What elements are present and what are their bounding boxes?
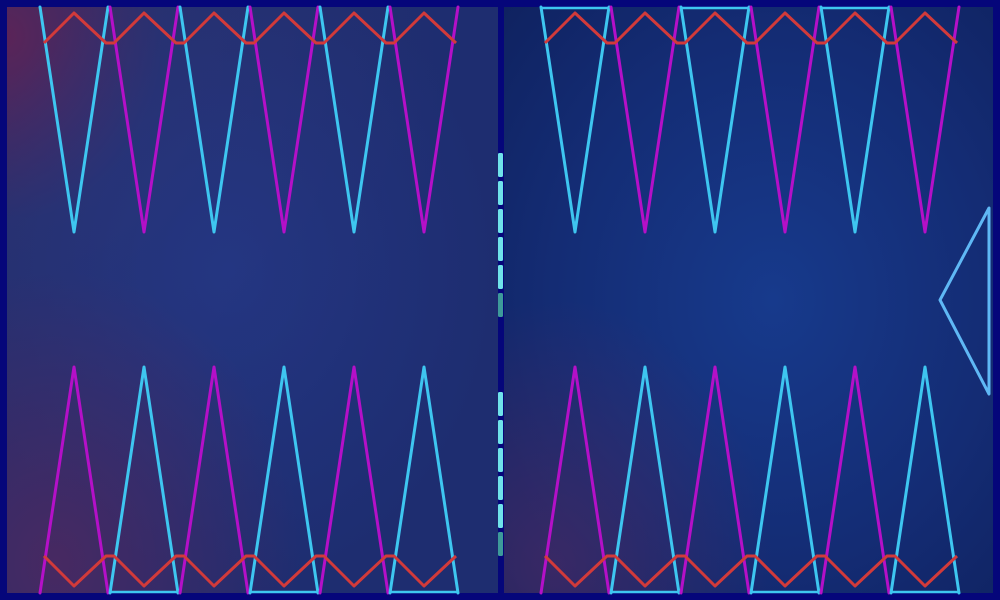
point-top-right-2[interactable] xyxy=(609,5,681,234)
point-top-right-1[interactable] xyxy=(539,5,611,234)
point-top-left-5[interactable] xyxy=(318,5,390,234)
bar-tick-lower-5 xyxy=(498,504,503,528)
zigzag-bottom-right xyxy=(543,554,959,588)
zigzag-top-right xyxy=(543,11,959,45)
bar-tick-upper-2 xyxy=(498,181,503,205)
right-panel xyxy=(504,7,993,593)
bar-tick-lower-3 xyxy=(498,448,503,472)
point-top-right-4[interactable] xyxy=(749,5,821,234)
bar-tick-lower-6 xyxy=(498,532,503,556)
points-layer xyxy=(38,5,961,595)
bar-tick-upper-5 xyxy=(498,265,503,289)
point-bottom-left-4[interactable] xyxy=(248,365,320,595)
point-bottom-right-6[interactable] xyxy=(889,365,961,595)
zigzag-top-left xyxy=(42,11,458,45)
point-bottom-left-2[interactable] xyxy=(108,365,180,595)
point-top-left-1[interactable] xyxy=(38,5,110,234)
point-bottom-left-5[interactable] xyxy=(318,365,390,595)
point-bottom-left-3[interactable] xyxy=(178,365,250,595)
bar-tick-upper-6 xyxy=(498,293,503,317)
point-bottom-left-6[interactable] xyxy=(388,365,460,595)
bar-tick-upper-1 xyxy=(498,153,503,177)
point-top-right-6[interactable] xyxy=(889,5,961,234)
point-top-left-4[interactable] xyxy=(248,5,320,234)
point-bottom-right-1[interactable] xyxy=(539,365,611,595)
bar-tick-lower-2 xyxy=(498,420,503,444)
triangle-left-icon[interactable] xyxy=(938,206,991,396)
bar-tick-lower-1 xyxy=(498,392,503,416)
left-panel xyxy=(7,7,498,593)
bar-tick-upper-3 xyxy=(498,209,503,233)
bar-tick-upper-4 xyxy=(498,237,503,261)
point-top-left-6[interactable] xyxy=(388,5,460,234)
point-bottom-right-4[interactable] xyxy=(749,365,821,595)
point-bottom-right-5[interactable] xyxy=(819,365,891,595)
point-top-left-3[interactable] xyxy=(178,5,250,234)
bar-tick-lower-4 xyxy=(498,476,503,500)
point-top-right-5[interactable] xyxy=(819,5,891,234)
center-bar xyxy=(498,153,503,556)
zigzag-bottom-left xyxy=(42,554,458,588)
point-top-right-3[interactable] xyxy=(679,5,751,234)
point-top-left-2[interactable] xyxy=(108,5,180,234)
point-bottom-left-1[interactable] xyxy=(38,365,110,595)
point-bottom-right-3[interactable] xyxy=(679,365,751,595)
point-bottom-right-2[interactable] xyxy=(609,365,681,595)
